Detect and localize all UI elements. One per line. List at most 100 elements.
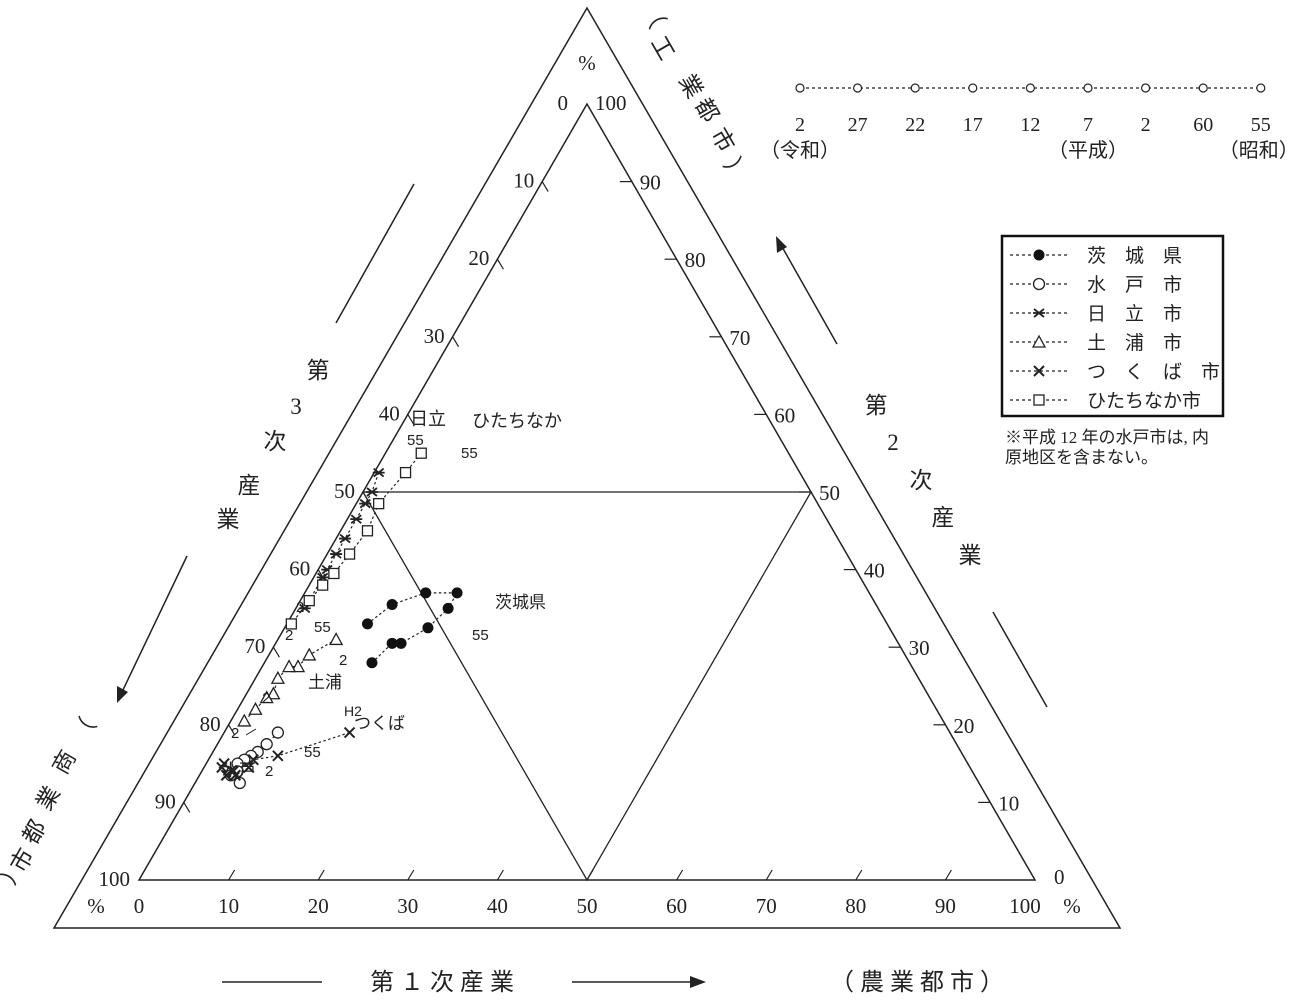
tick-mark (183, 802, 191, 813)
series-茨城県 (361, 587, 463, 669)
annotation-label: 55 (304, 744, 321, 761)
legend-label: 茨 城 県 (1087, 245, 1182, 267)
data-point (373, 497, 385, 510)
tick-mark (541, 181, 549, 192)
data-point (285, 618, 297, 630)
city-type-right: （ (636, 0, 669, 32)
data-point (247, 754, 259, 766)
legend-marker (1033, 308, 1045, 318)
tick-label-right: 50 (819, 481, 840, 505)
midpoint-triangle (361, 491, 813, 882)
timeline-dot (1083, 83, 1093, 93)
series-つくば市 (216, 726, 356, 781)
timeline-dot (1025, 83, 1036, 93)
timeline-era: （令和） (760, 139, 840, 162)
timeline-dot (910, 83, 920, 93)
tick-label-left: 50 (334, 479, 355, 503)
annotation-label: 2 (285, 627, 293, 644)
timeline-dot (1140, 83, 1151, 93)
data-point (339, 533, 352, 544)
annotation-label: 水戸 (222, 761, 256, 780)
data-series (216, 447, 463, 790)
data-point (272, 750, 284, 762)
tick-label-bottom: 10 (218, 894, 239, 918)
chart-frame (52, 6, 1122, 929)
tick-mark (855, 869, 863, 881)
city-type-bottom: （農業都市） (830, 969, 1010, 996)
data-point (237, 713, 252, 727)
data-point (359, 498, 372, 509)
timeline-year: 60 (1193, 114, 1213, 136)
annotation-label: 55 (314, 619, 331, 636)
axis-title-left: 産 (238, 473, 261, 498)
tick-mark (496, 258, 504, 270)
timeline-dot (968, 83, 978, 93)
data-point (415, 447, 427, 459)
tick-label-left: 10 (513, 169, 534, 193)
tick-mark (228, 724, 236, 736)
timeline-year: 2 (1141, 114, 1151, 136)
right-arrow-line (780, 244, 838, 345)
legend-marker (1033, 249, 1045, 261)
data-point (442, 602, 454, 614)
axis-title-right: 業 (959, 543, 982, 568)
axis-title-bottom: 第１次産業 (370, 969, 520, 996)
timeline-dot (852, 83, 863, 93)
data-point (386, 599, 398, 611)
left-arrow-head (117, 686, 128, 703)
data-point (270, 670, 285, 684)
data-point (365, 487, 378, 497)
city-type-right: 業 (674, 70, 707, 102)
tick-label-bottom: 60 (666, 894, 687, 918)
data-point (243, 761, 255, 774)
tick-mark (228, 869, 236, 881)
annotation-label: 55 (472, 627, 489, 644)
tick-label-bottom: 50 (577, 894, 598, 918)
legend-marker (1033, 394, 1045, 406)
tick-mark (765, 869, 773, 881)
outer-triangle (52, 6, 1122, 929)
unit-bottom-right: % (1063, 894, 1081, 918)
tick-label-bottom: 90 (935, 894, 956, 918)
city-type-left: 都 (18, 816, 51, 848)
timeline-dot (1198, 83, 1208, 93)
tick-label-right: 80 (685, 248, 706, 272)
tick-label-bottom: 40 (487, 894, 508, 918)
tick-label-bottom: 30 (397, 894, 418, 918)
data-point (328, 567, 340, 580)
tick-mark (452, 336, 460, 348)
data-point (259, 690, 274, 704)
data-point (366, 657, 378, 669)
tick-label-left: 100 (99, 867, 131, 891)
legend-label: 水 戸 市 (1087, 274, 1182, 296)
tick-label-left: 60 (289, 557, 310, 581)
tick-mark (496, 869, 504, 881)
timeline-year: 55 (1251, 114, 1271, 136)
tick-label-left: 0 (558, 91, 569, 115)
legend-label: 土 浦 市 (1087, 332, 1182, 354)
unit-bottom-left: % (87, 894, 105, 918)
tick-label-bottom: 70 (756, 894, 777, 918)
tick-label-bottom: 0 (134, 894, 145, 918)
tick-mark (944, 869, 952, 881)
tick-label-left: 80 (200, 712, 221, 736)
city-type-right: 都 (690, 94, 723, 126)
series-土浦市 (237, 632, 344, 727)
annotation-leader (245, 728, 257, 736)
axis-title-right: 次 (910, 468, 933, 493)
timeline-year: 17 (963, 114, 983, 136)
tick-mark (676, 869, 684, 881)
annotation-label: 2 (262, 690, 270, 707)
right-arrow-head (776, 236, 787, 253)
annotation-label: 茨城県 (495, 593, 546, 612)
legend-marker (1033, 365, 1045, 377)
axis-title-left: 次 (264, 429, 287, 454)
data-point (343, 548, 356, 560)
left-rule (335, 183, 415, 324)
timeline-era: （平成） (1048, 139, 1128, 162)
data-point (399, 466, 412, 479)
city-type-right: 工 (646, 32, 679, 64)
